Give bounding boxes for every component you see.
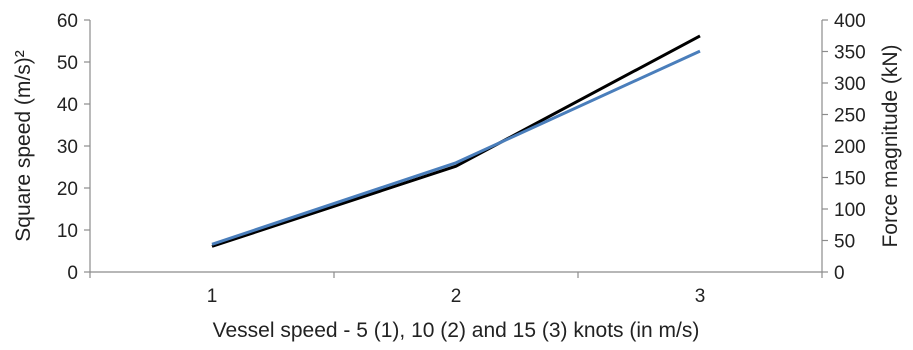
series-line-1: [211, 34, 701, 248]
y-tick-label: 50: [57, 53, 78, 74]
y2-tick-label: 250: [834, 106, 866, 127]
y-tick-label: 20: [57, 179, 78, 200]
y-tick-label: 40: [57, 95, 78, 116]
x-tick-label: 2: [451, 286, 462, 307]
series-lines: [211, 34, 701, 248]
y2-tick-label: 350: [834, 43, 866, 64]
x-tick-label: 1: [207, 286, 218, 307]
x-axis-title: Vessel speed - 5 (1), 10 (2) and 15 (3) …: [213, 319, 700, 342]
y2-tick-label: 300: [834, 74, 866, 95]
x-tick-label: 3: [695, 286, 706, 307]
y2-tick-label: 200: [834, 137, 866, 158]
y-tick-label: 0: [67, 263, 78, 284]
series-line-2: [211, 49, 701, 246]
y2-tick-label: 0: [834, 263, 845, 284]
y2-tick-label: 150: [834, 169, 866, 190]
y-tick-label: 10: [57, 221, 78, 242]
y-tick-label: 60: [57, 11, 78, 32]
axes: [89, 20, 823, 273]
tick-labels: 0 10 20 30 40 50 60 0 50 100 150 200 250 300 350 400 1 2 3: [57, 11, 866, 307]
y-axis-title: Square speed (m/s)²: [12, 50, 35, 241]
y-tick-label: 30: [57, 137, 78, 158]
y2-tick-label: 400: [834, 11, 866, 32]
y2-axis-title: Force magnitude (kN): [879, 44, 902, 247]
y2-tick-label: 50: [834, 232, 855, 253]
y2-tick-label: 100: [834, 200, 866, 221]
tick-marks: [84, 19, 828, 278]
